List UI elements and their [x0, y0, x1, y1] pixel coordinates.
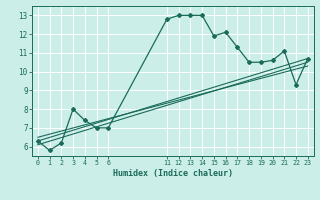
- X-axis label: Humidex (Indice chaleur): Humidex (Indice chaleur): [113, 169, 233, 178]
